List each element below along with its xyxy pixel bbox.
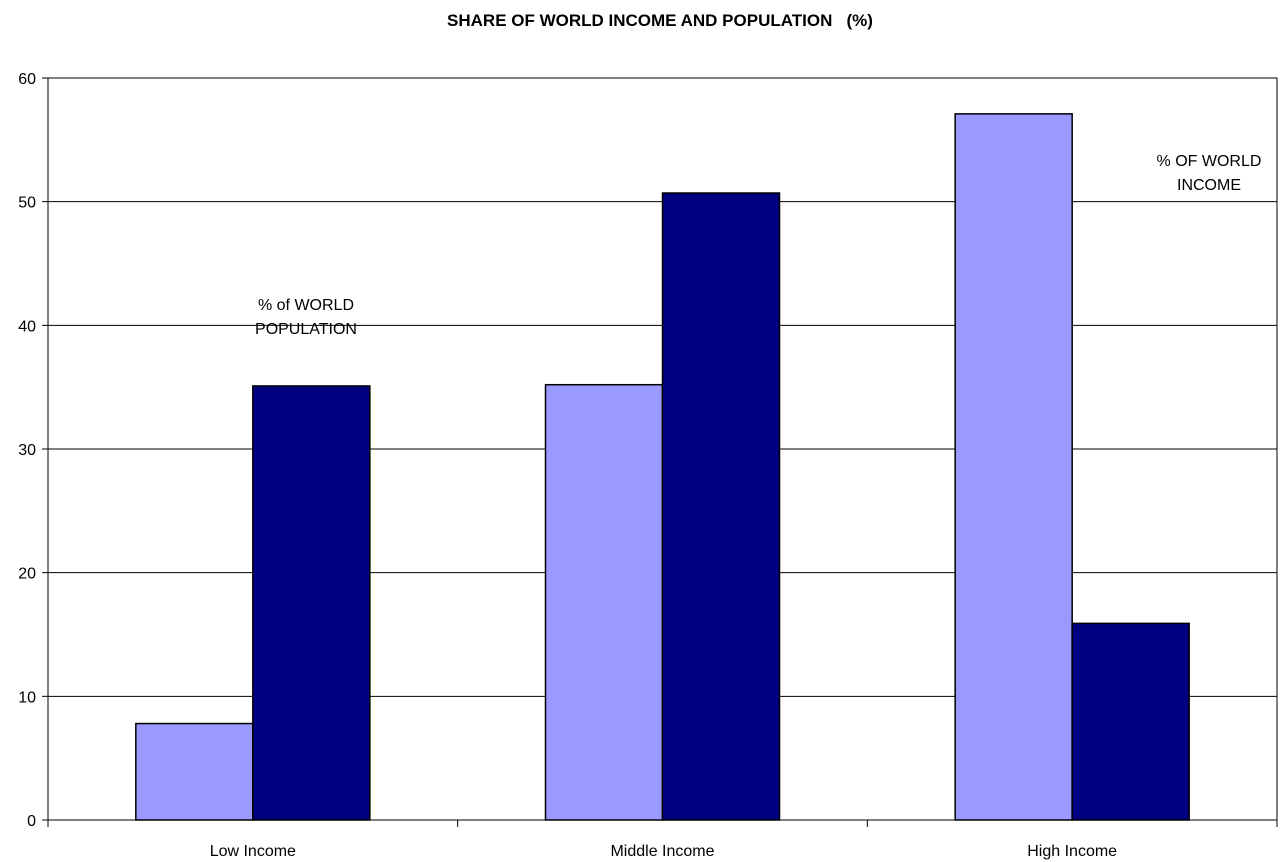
bar-series-2-high-income bbox=[1071, 622, 1190, 821]
bar-series-2-low-income bbox=[252, 385, 371, 821]
annotation-label: % of WORLD POPULATION bbox=[255, 297, 357, 338]
y-tick-label: 40 bbox=[18, 318, 36, 335]
y-tick-label: 0 bbox=[27, 813, 36, 830]
annotation-line: INCOME bbox=[1177, 177, 1241, 194]
annotation-line: POPULATION bbox=[255, 321, 357, 338]
tick-labels: 0 10 20 30 40 50 60 Low Income Middle Income High… bbox=[18, 71, 1117, 860]
bar-series-1-middle-income bbox=[544, 383, 664, 821]
y-tick-label: 50 bbox=[18, 195, 36, 212]
annotation-label: % OF WORLD INCOME bbox=[1157, 153, 1262, 194]
annotation-line: % OF WORLD bbox=[1157, 153, 1262, 170]
y-tick-label: 10 bbox=[18, 689, 36, 706]
annotations: % of WORLD POPULATION % OF WORLD INCOME bbox=[255, 153, 1261, 338]
x-tick-label: Low Income bbox=[210, 843, 296, 860]
x-tick-label: Middle Income bbox=[610, 843, 714, 860]
bar-series-1-low-income bbox=[135, 722, 254, 821]
axes bbox=[42, 77, 1278, 827]
bars bbox=[135, 113, 1190, 821]
chart-title: SHARE OF WORLD INCOME AND POPULATION (%) bbox=[447, 11, 873, 30]
y-tick-label: 20 bbox=[18, 566, 36, 583]
bar-series-1-high-income bbox=[954, 113, 1073, 821]
x-tick-label: High Income bbox=[1027, 843, 1117, 860]
y-tick-label: 30 bbox=[18, 442, 36, 459]
bar-series-2-middle-income bbox=[661, 192, 781, 821]
y-tick-label: 60 bbox=[18, 71, 36, 88]
plot-area-border bbox=[47, 77, 1278, 821]
annotation-line: % of WORLD bbox=[258, 297, 354, 314]
